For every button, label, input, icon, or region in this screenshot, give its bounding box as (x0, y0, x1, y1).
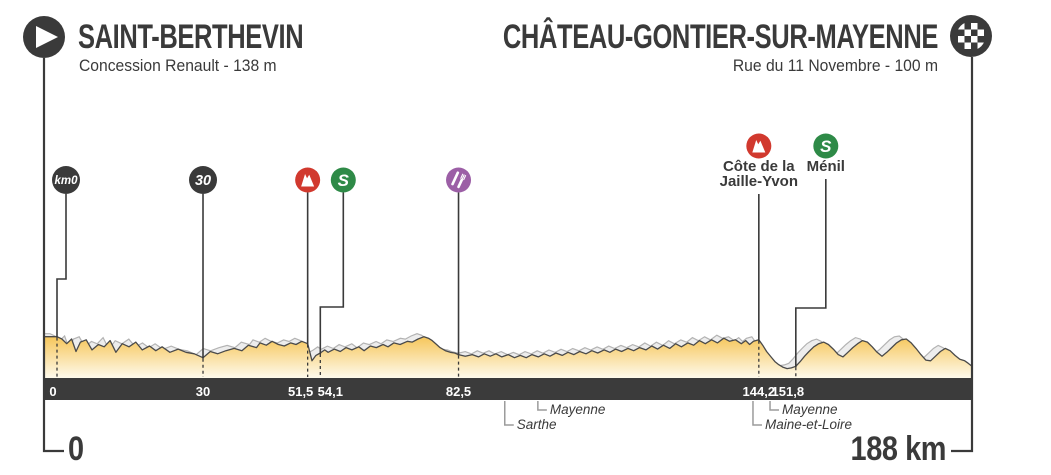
distance-start-label: 0 (68, 429, 84, 468)
fork-knife-icon (446, 167, 472, 193)
km0-badge: km0 (52, 166, 80, 194)
fork-tine (463, 175, 467, 181)
region-callout-line (769, 401, 780, 411)
marker-label: Jaille-Yvon (720, 173, 798, 190)
km-tick-label: 30 (196, 384, 210, 399)
feed-circle (446, 167, 472, 193)
checker-pattern (958, 23, 984, 49)
mountain-glyph (301, 174, 315, 187)
region-callout-line (752, 401, 762, 426)
km-tick-label: 54,1 (318, 384, 343, 399)
header-start: SAINT-BERTHEVIN Concession Renault - 138… (23, 16, 304, 75)
header-finish: CHÂTEAU-GONTIER-SUR-MAYENNE Rue du 11 No… (503, 15, 992, 75)
sprint-s-icon: S (330, 167, 356, 193)
marker-connector-line (319, 192, 345, 355)
fork-knife-glyph (451, 171, 467, 189)
marker-label: Ménil (807, 158, 845, 175)
elevation-profile (44, 333, 973, 378)
fork-tine (461, 174, 465, 180)
extent: 0 188 km (42, 57, 974, 468)
marker-sprint-151-8: S Ménil (795, 133, 845, 368)
fork-tine (460, 173, 464, 179)
mountain-icon (295, 167, 321, 193)
marker-km-30: 30 (189, 166, 218, 359)
sprint-s-glyph: S (820, 137, 832, 156)
badge-label: km0 (54, 175, 78, 187)
finish-title: CHÂTEAU-GONTIER-SUR-MAYENNE (503, 17, 938, 55)
region-label: Sarthe (517, 417, 557, 432)
finish-subtitle: Rue du 11 Novembre - 100 m (733, 57, 938, 75)
badge-label: 30 (195, 173, 211, 189)
region-label: Maine-et-Loire (765, 417, 852, 432)
mountain-icon (746, 133, 772, 159)
sprint-circle (813, 133, 839, 159)
badge-circle (189, 166, 218, 194)
km-tick-label: 82,5 (446, 384, 471, 399)
fork-handle (457, 178, 463, 189)
region-label: Mayenne (782, 402, 838, 417)
marker-feed-82-5 (446, 167, 472, 356)
knife-shape (451, 171, 460, 186)
marker-label: Côte de la (723, 158, 795, 175)
marker-climb-51-5 (295, 167, 321, 345)
distance-bar (44, 378, 972, 400)
terrain-fill (44, 336, 972, 378)
finish-axis-line (951, 57, 974, 453)
badge-circle (52, 166, 80, 194)
marker-sprint-54-1: S (319, 167, 356, 355)
checkered-flag-icon (950, 15, 992, 57)
mountain-glyph (752, 140, 766, 153)
start-axis-line (42, 58, 64, 453)
sprint-s-glyph: S (338, 171, 350, 190)
marker-connector-line (795, 179, 827, 368)
region-callout-line (504, 401, 514, 426)
region-label: Mayenne (550, 402, 606, 417)
start-subtitle: Concession Renault - 138 m (79, 57, 277, 75)
km-30-badge: 30 (189, 166, 218, 194)
km-tick-label: 51,5 (288, 384, 313, 399)
marker-km0: km0 (52, 166, 80, 338)
km-tick-label: 151,8 (772, 384, 805, 399)
sprint-s-icon: S (813, 133, 839, 159)
sprint-circle (330, 167, 356, 193)
distance-total-label: 188 km (851, 429, 946, 468)
terrain-surface-line (44, 336, 973, 370)
marker-connector-line (56, 194, 67, 338)
region-callout-line (537, 401, 547, 411)
play-icon (36, 26, 58, 48)
km-tick-label: 144,2 (743, 384, 776, 399)
km-tick-label: 0 (49, 384, 56, 399)
start-title: SAINT-BERTHEVIN (78, 19, 303, 56)
